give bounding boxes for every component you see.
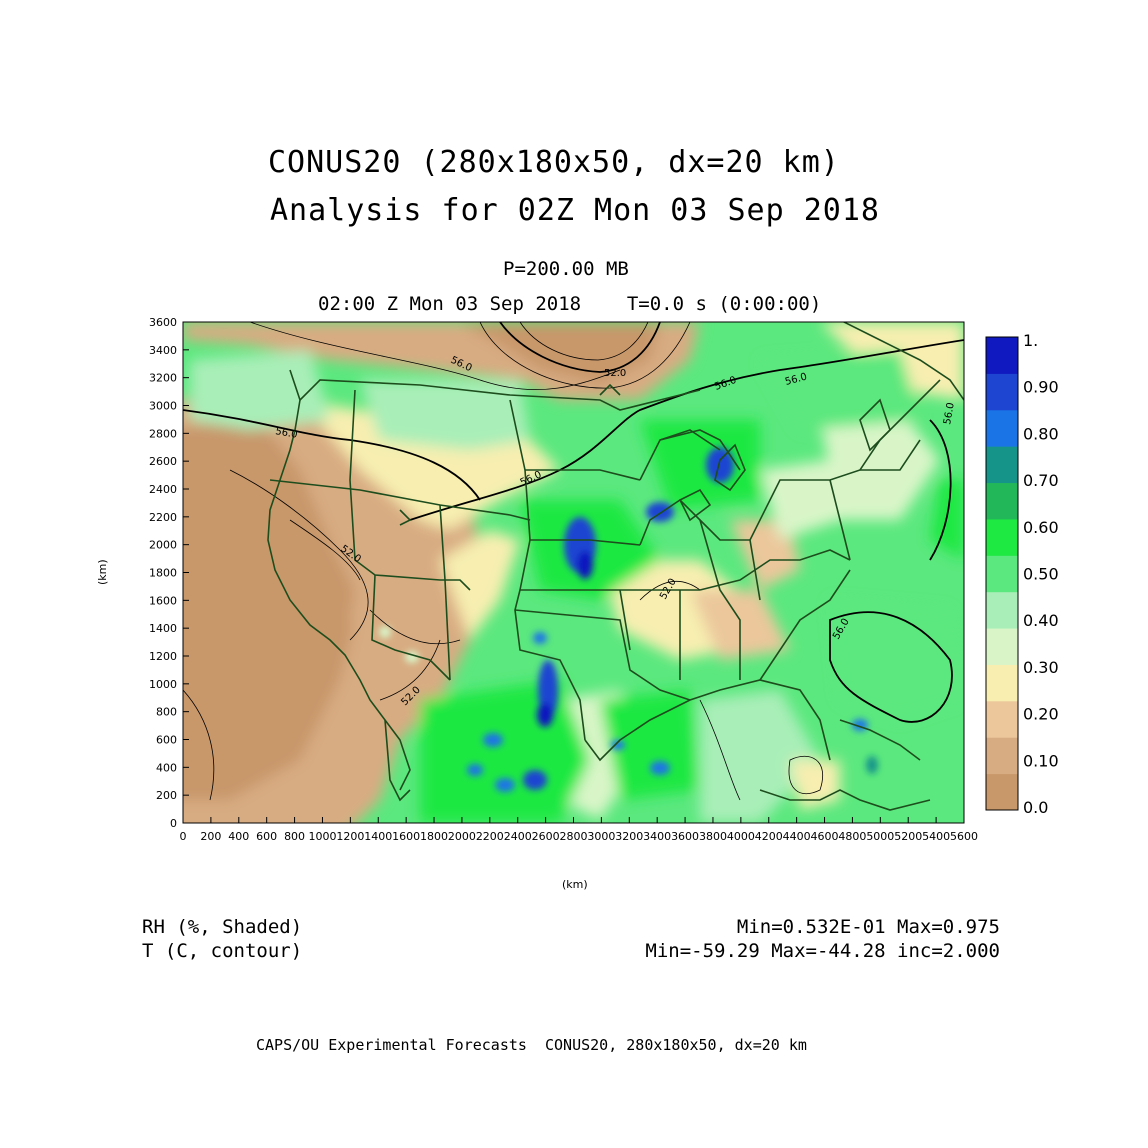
contour-label: 56.0 xyxy=(942,402,957,426)
colorbar-label: 0.30 xyxy=(1023,658,1059,677)
x-tick-label: 1000 xyxy=(308,830,336,843)
colorbar-label: 0.20 xyxy=(1023,705,1059,724)
y-tick-label: 1800 xyxy=(149,567,177,580)
y-tick-label: 2200 xyxy=(149,511,177,524)
x-tick-label: 2400 xyxy=(504,830,532,843)
colorbar-label: 0.50 xyxy=(1023,565,1059,584)
y-tick-label: 2600 xyxy=(149,455,177,468)
title-line-2: Analysis for 02Z Mon 03 Sep 2018 xyxy=(270,193,880,228)
x-tick-label: 4400 xyxy=(783,830,811,843)
y-tick-label: 400 xyxy=(156,761,177,774)
colorbar-frame xyxy=(985,336,1019,811)
field1-stats: Min=0.532E-01 Max=0.975 xyxy=(736,916,1000,938)
y-tick-label: 3200 xyxy=(149,372,177,385)
x-tick-label: 3200 xyxy=(615,830,643,843)
y-tick-label: 1400 xyxy=(149,622,177,635)
x-tick-label: 3400 xyxy=(643,830,671,843)
colorbar-swatch xyxy=(986,518,1018,556)
field2-name: T (C, contour) xyxy=(142,940,303,962)
colorbar-label: 0.70 xyxy=(1023,471,1059,490)
title-line-1: CONUS20 (280x180x50, dx=20 km) xyxy=(268,145,840,180)
x-tick-label: 2000 xyxy=(448,830,476,843)
colorbar-swatch xyxy=(986,482,1018,520)
y-tick-label: 1000 xyxy=(149,678,177,691)
colorbar: 0.0 0.10 0.20 0.30 0.40 0.50 0.60 0.70 0.80 0.90 1… xyxy=(985,331,1059,817)
colorbar-swatch xyxy=(986,446,1018,484)
colorbar-swatch xyxy=(986,373,1018,411)
x-tick-label: 400 xyxy=(228,830,249,843)
x-tick-label: 800 xyxy=(284,830,305,843)
contour-label: 52.0 xyxy=(604,368,626,379)
y-tick-label: 600 xyxy=(156,734,177,747)
y-tick-label: 2400 xyxy=(149,483,177,496)
x-tick-label: 200 xyxy=(200,830,221,843)
y-tick-label: 3600 xyxy=(149,316,177,329)
x-tick-label: 3000 xyxy=(587,830,615,843)
x-tick-label: 4000 xyxy=(727,830,755,843)
x-tick-label: 4600 xyxy=(811,830,839,843)
temperature-contours xyxy=(183,322,964,801)
x-tick-label: 2600 xyxy=(532,830,560,843)
y-tick-label: 200 xyxy=(156,789,177,802)
x-tick-label: 5000 xyxy=(866,830,894,843)
colorbar-swatch xyxy=(986,737,1018,775)
colorbar-label: 0.80 xyxy=(1023,424,1059,443)
x-tick-label: 4800 xyxy=(838,830,866,843)
y-tick-label: 3000 xyxy=(149,400,177,413)
y-tick-label: 1600 xyxy=(149,594,177,607)
y-tick-label: 2000 xyxy=(149,539,177,552)
y-axis: 0 200 400 600 800 1000 1200 1400 1600 1800 2000 220… xyxy=(149,316,189,830)
colorbar-label: 0.40 xyxy=(1023,611,1059,630)
x-tick-label: 5200 xyxy=(894,830,922,843)
colorbar-label: 0.0 xyxy=(1023,798,1048,817)
x-tick-label: 2800 xyxy=(560,830,588,843)
x-tick-label: 3600 xyxy=(671,830,699,843)
colorbar-label: 1. xyxy=(1023,331,1038,350)
x-tick-label: 1800 xyxy=(420,830,448,843)
colorbar-swatch xyxy=(986,591,1018,629)
x-tick-label: 1400 xyxy=(364,830,392,843)
field1-name: RH (%, Shaded) xyxy=(142,916,303,938)
x-tick-label: 5400 xyxy=(922,830,950,843)
y-tick-label: 800 xyxy=(156,706,177,719)
map-boundaries xyxy=(267,322,964,811)
contour-label: 56.0 xyxy=(274,426,298,441)
level-label: P=200.00 MB xyxy=(503,258,629,280)
colorbar-swatch xyxy=(986,773,1018,811)
y-tick-label: 0 xyxy=(170,817,177,830)
x-tick-label: 4200 xyxy=(755,830,783,843)
colorbar-label: 0.90 xyxy=(1023,378,1059,397)
colorbar-swatch xyxy=(986,409,1018,447)
colorbar-swatch xyxy=(986,337,1018,374)
x-axis: 0 200 400 600 800 1000 1200 1400 1600 1800 2000 220… xyxy=(180,817,978,843)
x-tick-label: 2200 xyxy=(476,830,504,843)
x-tick-label: 1200 xyxy=(336,830,364,843)
colorbar-label: 0.60 xyxy=(1023,518,1059,537)
colorbar-swatch xyxy=(986,664,1018,702)
x-tick-label: 5600 xyxy=(950,830,978,843)
x-axis-label: (km) xyxy=(562,878,588,891)
y-tick-label: 1200 xyxy=(149,650,177,663)
valid-time-label: 02:00 Z Mon 03 Sep 2018 T=0.0 s (0:00:00… xyxy=(318,293,822,315)
colorbar-label: 0.10 xyxy=(1023,751,1059,770)
y-tick-label: 3400 xyxy=(149,344,177,357)
footer-credit: CAPS/OU Experimental Forecasts CONUS20, … xyxy=(256,1036,807,1054)
y-tick-label: 2800 xyxy=(149,427,177,440)
x-tick-label: 3800 xyxy=(699,830,727,843)
colorbar-swatch xyxy=(986,700,1018,738)
colorbar-swatch xyxy=(986,628,1018,665)
x-tick-label: 0 xyxy=(180,830,187,843)
field2-stats: Min=-59.29 Max=-44.28 inc=2.000 xyxy=(645,940,1000,962)
rh-shading xyxy=(183,322,964,823)
y-axis-label: (km) xyxy=(96,559,109,585)
x-tick-label: 1600 xyxy=(392,830,420,843)
colorbar-swatch xyxy=(986,555,1018,593)
x-tick-label: 600 xyxy=(256,830,277,843)
